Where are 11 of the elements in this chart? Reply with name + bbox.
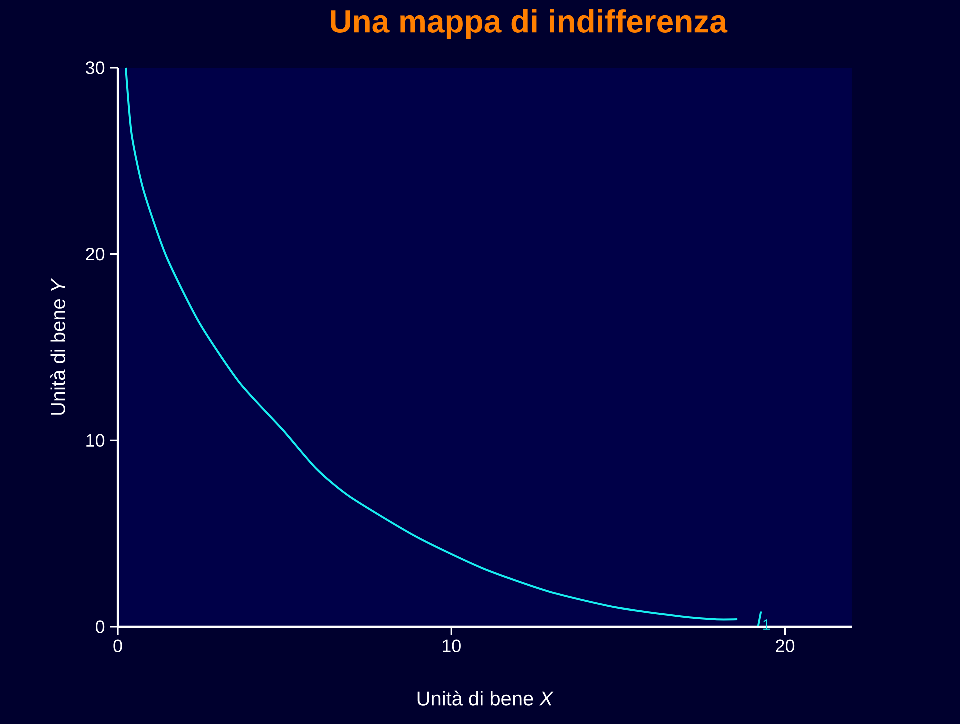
- line-series: [125, 66, 739, 621]
- x-tick-label: 0: [114, 640, 122, 652]
- y-tick-label: 10: [86, 434, 105, 448]
- y-tick-label: 0: [96, 620, 105, 634]
- x-tick-label: 20: [776, 640, 795, 652]
- chart-title: Una mappa di indifferenza: [331, 9, 728, 40]
- x-tick-label: 10: [443, 640, 461, 652]
- y-axis-title: Unità di bene Y: [50, 278, 66, 415]
- y-tick-label: 20: [86, 248, 105, 261]
- y-tick-label: 30: [86, 62, 105, 74]
- x-axis-title: Unità di bene X: [418, 690, 554, 706]
